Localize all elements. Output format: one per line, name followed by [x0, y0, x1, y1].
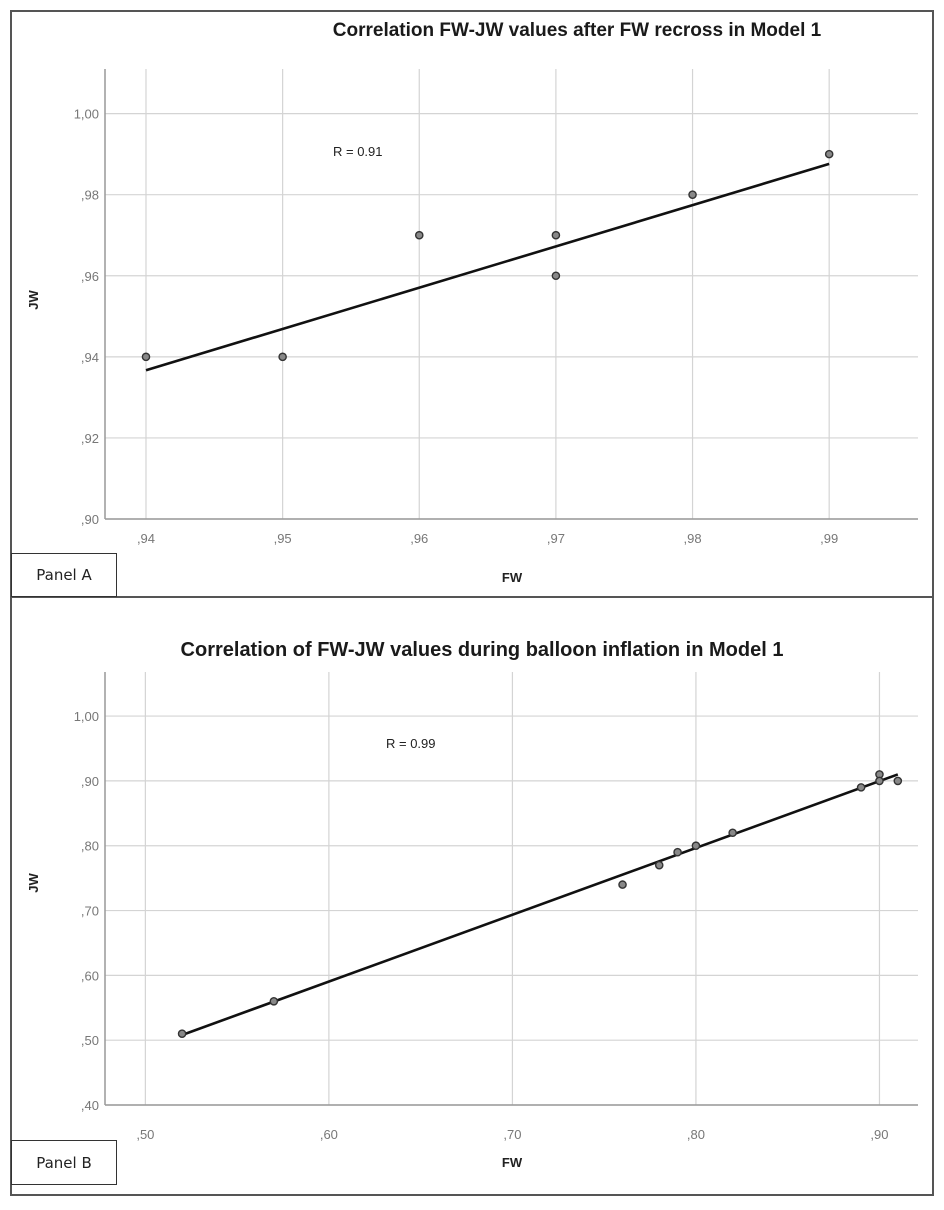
data-point	[688, 190, 697, 199]
panel-a-label: Panel A	[11, 553, 117, 597]
x-tick-label: ,96	[410, 531, 428, 546]
x-tick-label: ,94	[137, 531, 155, 546]
gridlines	[105, 69, 918, 520]
data-point	[414, 230, 424, 240]
y-tick-label: ,90	[81, 774, 99, 789]
x-axis-label: FW	[502, 1155, 523, 1170]
data-point	[824, 149, 834, 159]
data-point	[875, 776, 884, 786]
y-axis-label: JW	[26, 873, 41, 893]
data-point	[278, 352, 287, 362]
x-tick-label: ,99	[820, 531, 838, 546]
chart-panel-a: Correlation FW-JW values after FW recros…	[26, 20, 918, 585]
chart-panel-b: Correlation of FW-JW values during ballo…	[26, 639, 918, 1170]
data-point	[269, 996, 279, 1006]
r-value-annotation: R = 0.99	[386, 736, 436, 751]
data-points	[141, 149, 834, 362]
y-tick-label: 1,00	[74, 107, 99, 122]
regression-line	[145, 162, 830, 372]
data-point	[893, 776, 903, 786]
y-tick-label: ,50	[81, 1033, 99, 1048]
y-tick-label: ,96	[81, 269, 99, 284]
y-tick-label: ,40	[81, 1098, 99, 1113]
data-point	[654, 860, 664, 870]
y-tick-label: ,92	[81, 431, 99, 446]
panel-a-frame	[10, 10, 934, 598]
data-point	[673, 847, 682, 857]
panel-b-frame	[10, 596, 934, 1196]
data-point	[551, 230, 561, 240]
y-tick-label: ,98	[81, 188, 99, 203]
data-point	[141, 352, 151, 362]
y-axis-label: JW	[26, 290, 41, 310]
data-point	[691, 841, 701, 851]
x-tick-label: ,97	[547, 531, 565, 546]
regression-line	[181, 773, 899, 1037]
chart-title: Correlation of FW-JW values during ballo…	[181, 639, 784, 661]
y-tick-label: ,80	[81, 839, 99, 854]
gridlines	[105, 672, 918, 1106]
x-tick-label: ,70	[503, 1127, 521, 1142]
x-axis-label: FW	[502, 570, 523, 585]
x-tick-label: ,60	[320, 1127, 338, 1142]
y-tick-label: ,60	[81, 968, 99, 983]
data-point	[551, 271, 561, 281]
y-tick-label: ,70	[81, 904, 99, 919]
x-tick-label: ,80	[687, 1127, 705, 1142]
x-tick-label: ,50	[136, 1127, 154, 1142]
x-tick-label: ,90	[870, 1127, 888, 1142]
data-points	[177, 770, 903, 1038]
y-tick-label: ,90	[81, 512, 99, 527]
y-tick-label: ,94	[81, 350, 99, 365]
y-tick-label: 1,00	[74, 709, 99, 724]
panel-b-label: Panel B	[11, 1140, 117, 1185]
x-tick-label: ,98	[684, 531, 702, 546]
x-tick-label: ,95	[274, 531, 292, 546]
data-point	[177, 1029, 187, 1038]
data-point	[856, 783, 866, 792]
r-value-annotation: R = 0.91	[333, 144, 383, 159]
data-point	[618, 880, 627, 889]
chart-title: Correlation FW-JW values after FW recros…	[333, 20, 822, 41]
data-point	[728, 828, 737, 838]
